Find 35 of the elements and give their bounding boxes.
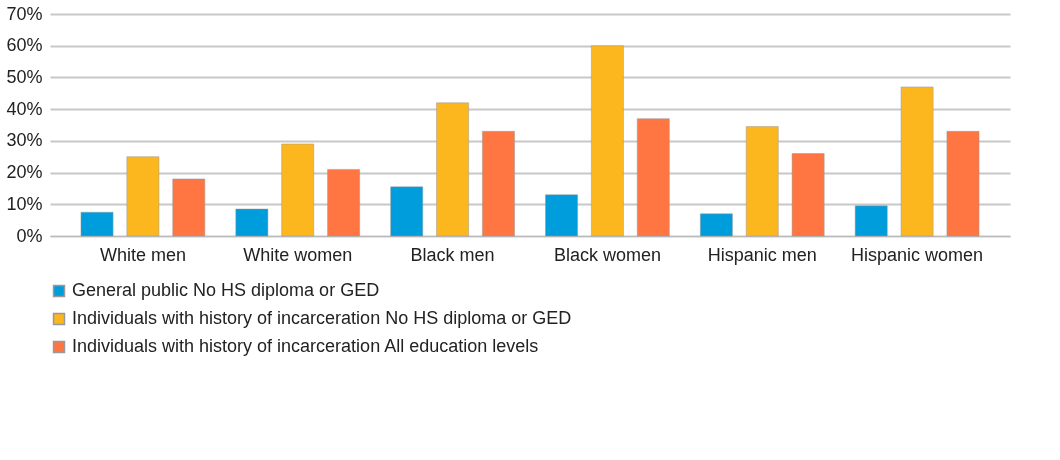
bar [172, 178, 206, 237]
bar [545, 194, 578, 237]
y-tick-label: 60% [6, 35, 43, 56]
legend-label: Individuals with history of incarceration All education levels [72, 336, 539, 356]
bar [390, 186, 424, 237]
bar [235, 208, 269, 237]
y-tick-label: 40% [6, 98, 43, 119]
x-tick-label: Hispanic women [851, 244, 984, 265]
x-tick-label: Black men [410, 244, 495, 265]
y-tick-label: 50% [6, 66, 43, 87]
x-tick-label: Hispanic men [707, 244, 817, 265]
bar [281, 143, 315, 237]
bar [80, 211, 114, 237]
legend-label: General public No HS diploma or GED [72, 280, 380, 300]
bar [126, 156, 160, 237]
bar [791, 153, 825, 237]
y-tick-label: 20% [6, 162, 43, 183]
x-tick-label: White women [243, 244, 353, 265]
bar [482, 131, 515, 237]
bar [854, 205, 888, 237]
bar [591, 45, 624, 237]
x-tick-label: White men [99, 244, 186, 265]
y-tick-label: 10% [6, 193, 43, 214]
bar [636, 118, 670, 237]
bar [946, 131, 980, 237]
bar [900, 86, 934, 237]
bar [436, 102, 469, 237]
y-tick-label: 30% [6, 130, 43, 151]
legend-label: Individuals with history of incarceration No HS diploma or GED [72, 308, 572, 328]
x-tick-label: Black women [553, 244, 661, 265]
bar [745, 126, 779, 237]
y-tick-label: 0% [16, 225, 43, 246]
y-tick-label: 70% [6, 3, 43, 24]
bar [700, 213, 733, 237]
bar [327, 169, 360, 237]
